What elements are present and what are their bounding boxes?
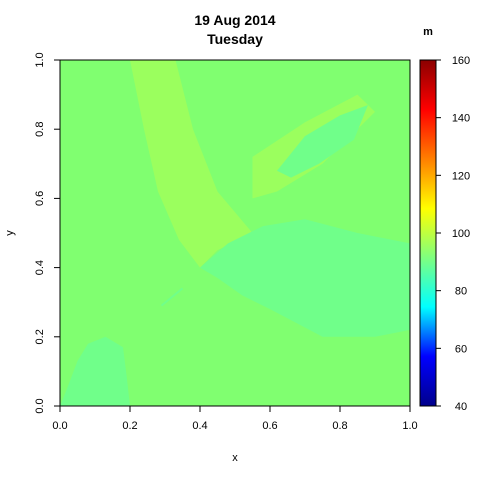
- colorbar-tick-label: 60: [455, 343, 467, 355]
- x-tick-label: 1.0: [402, 420, 417, 432]
- colorbar-tick-label: 120: [452, 170, 470, 182]
- valley-lower-left-region: [60, 336, 130, 406]
- colorbar-ticks: 40 60 80 100 120 140 160: [436, 55, 470, 413]
- chart-title: 19 Aug 2014: [194, 12, 275, 28]
- colorbar-tick-label: 100: [452, 228, 470, 240]
- y-axis: 0.0 0.2 0.4 0.6 0.8 1.0: [34, 52, 61, 414]
- ridge-region: [130, 60, 253, 268]
- y-tick-label: 0.4: [34, 260, 46, 275]
- heatmap-field: [60, 60, 410, 406]
- x-tick-label: 0.8: [332, 420, 347, 432]
- x-tick-label: 0.0: [52, 420, 67, 432]
- colorbar: [419, 59, 437, 407]
- colorbar-tick-label: 160: [452, 55, 470, 67]
- y-tick-label: 0.6: [34, 191, 46, 206]
- y-axis-label: y: [4, 230, 16, 236]
- x-tick-label: 0.2: [122, 420, 137, 432]
- valley-upper-right-region: [277, 105, 368, 178]
- valley-right-region: [200, 219, 410, 337]
- y-tick-label: 0.0: [34, 398, 46, 413]
- x-axis: 0.0 0.2 0.4 0.6 0.8 1.0: [52, 405, 418, 432]
- x-tick-label: 0.4: [192, 420, 207, 432]
- x-axis-label: x: [232, 452, 238, 464]
- colorbar-tick-label: 140: [452, 113, 470, 125]
- y-tick-label: 0.2: [34, 329, 46, 344]
- colorbar-tick-label: 80: [455, 286, 467, 298]
- chart-subtitle: Tuesday: [207, 31, 263, 47]
- y-tick-label: 0.8: [34, 122, 46, 137]
- y-tick-label: 1.0: [34, 52, 46, 67]
- field-streak: [160, 287, 184, 307]
- colorbar-tick-label: 40: [455, 401, 467, 413]
- colorbar-unit-label: m: [423, 26, 433, 38]
- x-tick-label: 0.6: [262, 420, 277, 432]
